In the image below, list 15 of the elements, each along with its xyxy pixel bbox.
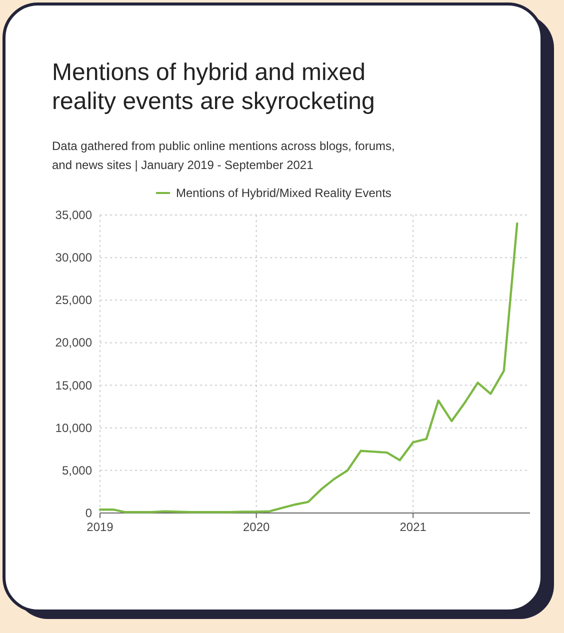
y-tick-label: 30,000 (55, 250, 92, 265)
y-tick-label: 20,000 (55, 336, 92, 350)
y-tick-label: 25,000 (55, 293, 92, 308)
y-tick-label: 10,000 (55, 420, 92, 435)
y-tick-label: 5,000 (62, 463, 92, 478)
x-tick-label: 2019 (86, 520, 114, 534)
chart-title: Mentions of hybrid and mixed reality events are skyrocketing (52, 59, 375, 115)
chart-subtitle: Data gathered from public online mentions across blogs, forums, and news sites | January 2019 - September 2021 (52, 139, 395, 172)
y-tick-label: 0 (85, 506, 92, 520)
y-tick-label: 15,000 (55, 378, 92, 392)
x-tick-label: 2021 (400, 520, 427, 534)
legend-label: Mentions of Hybrid/Mixed Reality Events (176, 186, 392, 200)
y-tick-label: 35,000 (55, 208, 92, 222)
line-series (98, 222, 518, 514)
x-tick-label: 2020 (242, 520, 270, 534)
